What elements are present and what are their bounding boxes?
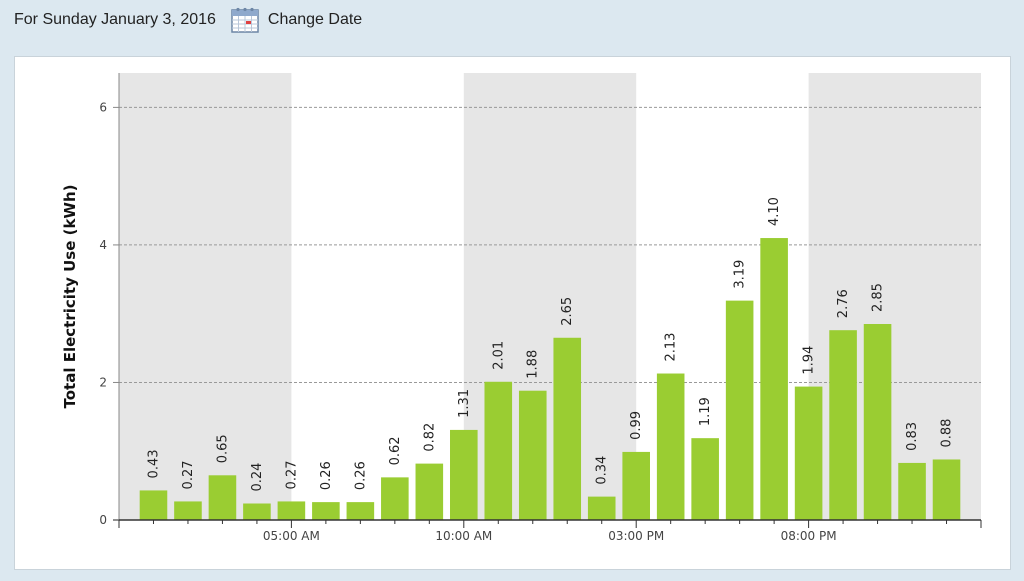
data-label: 0.82: [422, 423, 437, 452]
bar: [553, 337, 582, 520]
data-label: 0.43: [146, 449, 161, 478]
bar: [587, 496, 616, 520]
bars-group: [139, 238, 961, 521]
data-label: 2.76: [836, 289, 851, 318]
bar: [243, 503, 271, 520]
data-label: 0.26: [353, 461, 368, 490]
bar: [312, 502, 340, 520]
shaded-bands: [119, 73, 981, 520]
y-tick-label: 4: [99, 238, 107, 252]
data-label: 0.65: [215, 434, 230, 463]
bar: [622, 451, 650, 520]
x-tick-label: 08:00 PM: [781, 529, 837, 543]
x-tick-labels: 05:00 AM 10:00 AM 03:00 PM 08:00 PM: [263, 529, 837, 543]
data-label: 0.83: [905, 422, 920, 451]
bar: [381, 477, 409, 520]
data-label: 2.13: [664, 333, 679, 362]
data-label: 1.88: [526, 350, 541, 379]
axes: [113, 73, 982, 528]
bar: [932, 459, 961, 520]
shaded-band: [119, 73, 292, 520]
bar: [829, 330, 857, 520]
data-label: 2.01: [491, 341, 506, 370]
x-tick-label: 05:00 AM: [263, 529, 320, 543]
y-tick-label: 2: [99, 375, 107, 389]
data-label: 0.27: [284, 460, 299, 489]
data-label: 0.27: [181, 460, 196, 489]
value-labels: 0.43 0.27 0.65 0.24 0.27 0.26 0.26 0.62 0.82 1.31…: [146, 197, 954, 491]
data-label: 0.26: [319, 461, 334, 490]
y-tick-label: 6: [99, 100, 107, 114]
grid-lines: [119, 106, 981, 383]
bar: [208, 475, 237, 520]
calendar-icon[interactable]: [230, 6, 260, 34]
bar: [139, 490, 168, 520]
x-tick-label: 03:00 PM: [608, 529, 664, 543]
y-tick-label: 0: [99, 513, 107, 527]
data-label: 3.19: [733, 260, 748, 289]
bar: [691, 438, 719, 520]
chart-panel: 0.43 0.27 0.65 0.24 0.27 0.26 0.26 0.62 0.82 1.31…: [14, 56, 1011, 570]
electricity-bar-chart: 0.43 0.27 0.65 0.24 0.27 0.26 0.26 0.62 0.82 1.31…: [61, 73, 982, 543]
change-date-link[interactable]: Change Date: [267, 11, 363, 28]
bar: [174, 501, 202, 520]
y-axis-label: Total Electricity Use (kWh): [61, 185, 79, 409]
bar: [518, 390, 547, 520]
date-label: For Sunday January 3, 2016: [14, 11, 216, 28]
bar: [656, 373, 685, 520]
bar: [484, 381, 513, 520]
bar: [898, 462, 926, 520]
bar: [346, 502, 375, 520]
bar: [760, 238, 788, 521]
bar: [450, 429, 478, 520]
data-label: 0.88: [940, 419, 955, 448]
data-label: 0.62: [388, 436, 403, 465]
data-label: 1.19: [698, 397, 713, 426]
x-tick-label: 10:00 AM: [435, 529, 492, 543]
bar: [415, 463, 444, 520]
bar: [794, 386, 823, 520]
data-label: 1.94: [802, 346, 817, 375]
data-label: 1.31: [457, 389, 472, 418]
bar: [277, 501, 306, 520]
data-label: 0.24: [250, 463, 265, 492]
bar: [863, 324, 892, 520]
bar: [725, 300, 754, 520]
data-label: 4.10: [767, 197, 782, 226]
data-label: 2.85: [871, 283, 886, 312]
data-label: 2.65: [560, 297, 575, 326]
header: For Sunday January 3, 2016 Change Date: [14, 6, 362, 34]
y-tick-labels: 0 2 4 6: [99, 100, 107, 527]
data-label: 0.99: [629, 411, 644, 440]
data-label: 0.34: [595, 456, 610, 485]
